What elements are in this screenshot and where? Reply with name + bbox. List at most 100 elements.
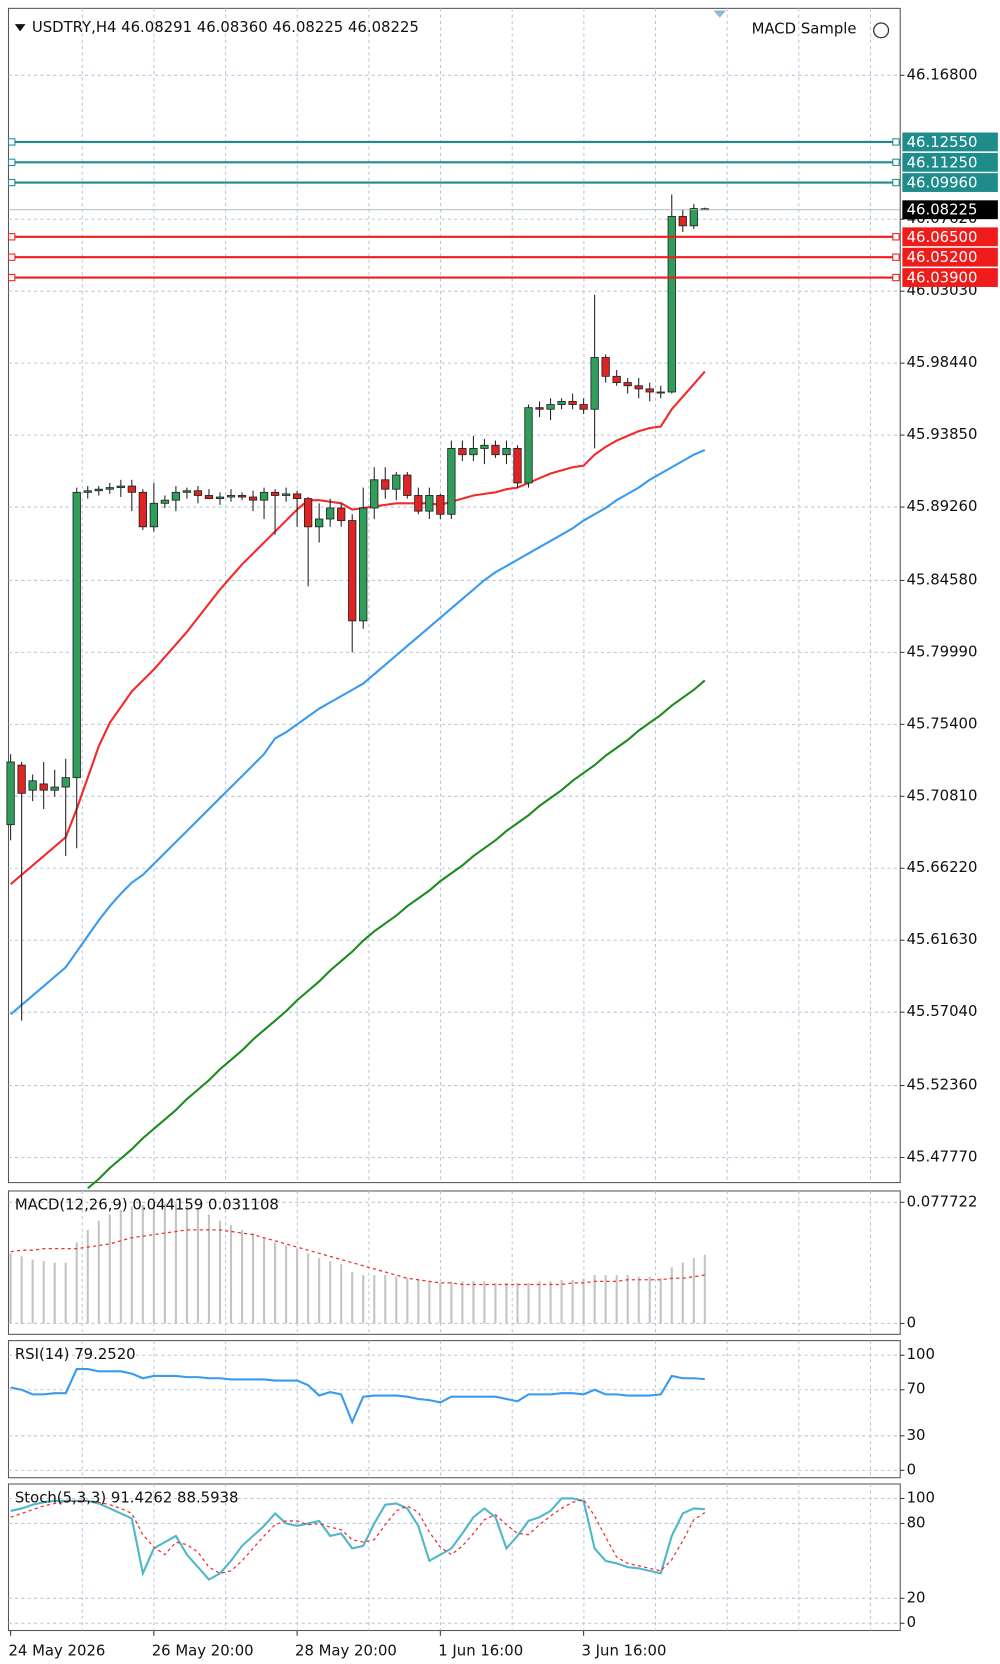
histogram-bar <box>373 1275 376 1324</box>
level-label-box <box>902 152 998 172</box>
panel-frame <box>7 1483 901 1632</box>
candle-body <box>326 507 335 520</box>
histogram-bar <box>472 1281 475 1324</box>
histogram-bar <box>494 1282 497 1324</box>
expert-name: MACD Sample <box>752 20 857 37</box>
x-tick-label: 3 Jun 16:00 <box>581 1643 666 1660</box>
histogram-bar <box>86 1229 89 1324</box>
indicator-line <box>10 1229 705 1286</box>
histogram-bar <box>307 1253 310 1324</box>
y-tick-label: 30 <box>907 1427 926 1444</box>
histogram-bar <box>637 1276 640 1324</box>
candle-body <box>61 777 70 788</box>
candle-body <box>72 491 81 779</box>
level-handle <box>7 253 16 261</box>
level-handle <box>892 233 900 241</box>
level-handle <box>7 158 16 166</box>
candle-body <box>557 400 566 405</box>
y-tick-label: 20 <box>907 1589 926 1606</box>
candle-body <box>392 474 401 490</box>
candle-body <box>601 357 610 377</box>
candle-body <box>6 761 15 826</box>
candle-body <box>656 391 665 394</box>
level-label-box <box>902 247 998 267</box>
candle-body <box>94 488 103 492</box>
histogram-bar <box>516 1282 519 1324</box>
histogram-bar <box>560 1279 563 1324</box>
y-tick-label: 45.93850 <box>907 426 978 443</box>
histogram-bar <box>130 1206 133 1324</box>
histogram-bar <box>329 1261 332 1324</box>
histogram-bar <box>229 1225 233 1324</box>
y-tick-label: 0 <box>907 1314 916 1331</box>
candle-body <box>623 382 632 387</box>
level-handle <box>892 178 900 187</box>
histogram-bar <box>384 1275 387 1324</box>
candle-body <box>370 479 379 509</box>
histogram-bar <box>20 1256 23 1324</box>
level-label-box <box>902 227 998 247</box>
indicator-line <box>10 1499 706 1575</box>
x-tick-label: 24 May 2026 <box>8 1643 105 1660</box>
y-tick-label: 45.70810 <box>907 787 978 804</box>
histogram-bar <box>251 1233 255 1324</box>
histogram-bar <box>274 1242 277 1324</box>
level-handle <box>7 138 16 146</box>
scroll-marker <box>713 10 727 18</box>
level-label: 46.06500 <box>907 229 978 246</box>
histogram-bar <box>626 1275 629 1324</box>
histogram-bar <box>483 1281 486 1324</box>
candle-body <box>237 495 247 498</box>
candle-body <box>127 485 136 493</box>
y-tick-label: 80 <box>907 1514 926 1531</box>
candle-body <box>259 491 269 501</box>
histogram-bar <box>152 1203 155 1324</box>
y-tick-label: 70 <box>907 1381 926 1398</box>
expert-status-icon[interactable] <box>873 22 890 39</box>
candle-body <box>83 490 92 493</box>
candle-body <box>667 215 676 393</box>
histogram-bar <box>53 1262 56 1324</box>
level-handle <box>7 273 16 282</box>
candle-body <box>491 444 500 456</box>
indicator-line <box>10 1497 705 1581</box>
candle-body <box>215 496 225 500</box>
histogram-bar <box>395 1276 398 1324</box>
histogram-bar <box>218 1220 222 1324</box>
candle-body <box>645 388 654 393</box>
candle-body <box>292 493 302 500</box>
histogram-bar <box>340 1264 343 1324</box>
y-tick-label: 45.89260 <box>907 498 978 515</box>
y-tick-label: 45.52360 <box>907 1077 978 1094</box>
histogram-bar <box>538 1281 541 1324</box>
indicator-title: RSI(14) 79.2520 <box>15 1346 136 1363</box>
candle-body <box>116 485 125 489</box>
candle-body <box>535 407 544 410</box>
level-handle <box>892 273 900 282</box>
y-tick-label: 45.47770 <box>907 1149 978 1166</box>
candle-body <box>337 507 346 521</box>
y-tick-label: 45.84580 <box>907 571 978 588</box>
symbol-header: USDTRY,H4 46.08291 46.08360 46.08225 46.… <box>32 19 419 36</box>
histogram-bar <box>97 1220 100 1324</box>
histogram-bar <box>141 1204 144 1324</box>
histogram-bar <box>31 1259 34 1324</box>
histogram-bar <box>406 1278 409 1324</box>
histogram-bar <box>505 1282 508 1324</box>
x-tick-label: 26 May 20:00 <box>152 1643 254 1660</box>
dropdown-arrow[interactable] <box>14 24 26 32</box>
candle-body <box>171 491 181 501</box>
y-tick-label: 45.79990 <box>907 643 978 660</box>
chart-layer: 46.1680046.0762046.0303045.9844045.93850… <box>6 7 998 1660</box>
candle-body <box>590 357 599 410</box>
histogram-bar <box>108 1214 111 1324</box>
candle-body <box>678 215 687 227</box>
histogram-bar <box>174 1203 177 1324</box>
y-tick-label: 46.16800 <box>907 66 978 83</box>
histogram-bar <box>362 1275 365 1324</box>
level-label-box <box>902 268 998 287</box>
y-tick-label: 45.61630 <box>907 931 978 948</box>
candle-body <box>634 385 643 390</box>
indicator-line <box>87 679 706 1190</box>
histogram-bar <box>648 1276 651 1324</box>
